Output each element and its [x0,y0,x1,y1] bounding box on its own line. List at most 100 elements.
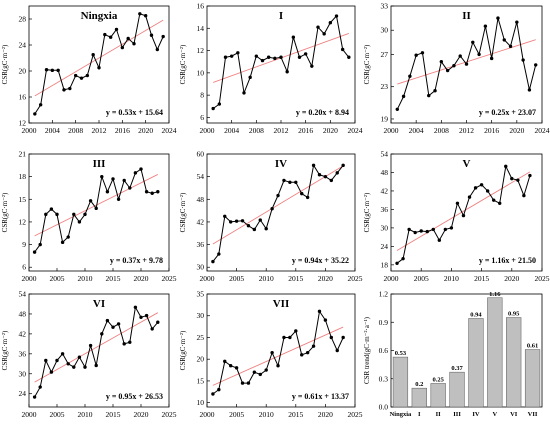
data-point [223,359,227,364]
data-point [491,198,496,202]
trend-line [396,171,531,251]
data-point [329,335,334,340]
x-tick-label: 2004 [45,126,60,135]
data-point [73,73,78,78]
panel-4: 6 9 12 15 18 21 CSR(gC·m⁻²) 2000 2005 2010 2015 202… [1,150,177,284]
x-tick-label: 2015 [106,274,121,283]
panel-title: V [463,158,471,170]
regression-equation: y = 0.94x + 35.22 [292,256,349,265]
data-point [94,206,98,211]
data-point [479,183,484,187]
x-tick-label: 2000 [22,274,37,283]
y-tick-label: 0.9 [379,318,389,327]
data-point [317,173,322,177]
data-point [38,385,42,389]
x-tick-label: 2016 [115,126,130,135]
y-tick-label: 20 [197,355,205,364]
y-tick-label: 21 [19,150,27,159]
series-line [212,310,344,395]
y-tick-label: 30 [381,223,389,232]
x-tick-label: 2020 [318,410,333,419]
data-point [425,229,429,234]
data-point [282,178,286,183]
data-point [91,53,95,57]
y-tick-label: 0.0 [379,403,389,412]
x-tick-label: 2020 [138,126,153,135]
x-tick-label: 2008 [68,126,83,135]
data-point [300,191,304,196]
data-point [335,171,339,175]
bar-value-label: 0.25 [433,376,445,383]
data-point [427,93,431,98]
panel-2: 6 8 10 12 14 16 CSR(gC·m⁻²) 2000 2004 2008 2012 201… [179,2,363,136]
data-point [66,362,70,366]
x-tick-label: 2020 [509,126,524,135]
bar [468,318,484,408]
data-point [77,220,82,224]
data-point [49,370,54,374]
data-point [116,322,121,326]
data-point [395,107,399,111]
category-label: IV [472,411,480,418]
panel-title: VII [273,298,290,310]
y-tick-label: 23 [381,82,389,91]
bar [392,356,409,408]
data-point [88,199,93,203]
regression-equation: y = 0.37x + 9.78 [110,256,163,265]
regression-equation: y = 1.16x + 21.50 [479,256,536,265]
y-axis-label: CSR(gC·m⁻²) [1,44,9,84]
data-point [521,58,525,62]
data-point [128,340,132,344]
data-point [85,73,90,78]
x-tick-label: 2016 [484,126,499,135]
trend-line [212,165,344,245]
data-point [347,55,351,59]
data-point [236,51,240,55]
y-tick-label: 36 [19,349,27,358]
y-tick-label: 48 [381,168,389,177]
data-point [449,226,454,230]
y-tick-label: 48 [19,309,27,318]
data-point [32,250,37,254]
data-point [258,372,262,377]
x-tick-label: 2012 [459,126,474,135]
bar-value-label: 1.16 [489,291,501,298]
x-tick-label: 2010 [444,274,459,283]
data-point [483,24,488,28]
y-tick-label: 25 [197,333,205,342]
data-point [310,64,314,68]
data-point [77,355,82,359]
y-axis-label: CSR(gC·m⁻²) [363,44,371,84]
data-point [138,12,142,16]
bar [487,297,503,408]
x-tick-label: 2000 [200,410,215,419]
y-tick-label: 18 [381,260,389,269]
data-point [252,370,257,374]
bar [506,317,522,408]
data-point [60,240,65,245]
y-tick-label: 30 [19,369,27,378]
plot-frame [28,153,170,272]
x-tick-label: 2010 [259,274,274,283]
data-point [317,309,322,314]
data-point [108,35,113,39]
data-point [322,32,326,36]
data-point [100,174,104,179]
data-point [335,348,339,353]
x-tick-label: 2020 [134,410,149,419]
data-point [264,227,268,231]
data-point [408,74,412,78]
data-point [502,38,506,42]
x-tick-label: 2012 [92,126,107,135]
data-point [155,47,160,52]
panel-title: VI [93,298,105,310]
data-point [122,342,126,346]
data-point [401,94,406,99]
data-point [464,62,469,66]
x-tick-label: 2025 [162,410,177,419]
data-point [150,191,154,195]
y-tick-label: 12 [19,119,27,128]
y-axis-label: CSR(gC·m⁻²) [179,192,187,232]
y-tick-label: 54 [197,172,205,181]
data-point [100,332,104,336]
